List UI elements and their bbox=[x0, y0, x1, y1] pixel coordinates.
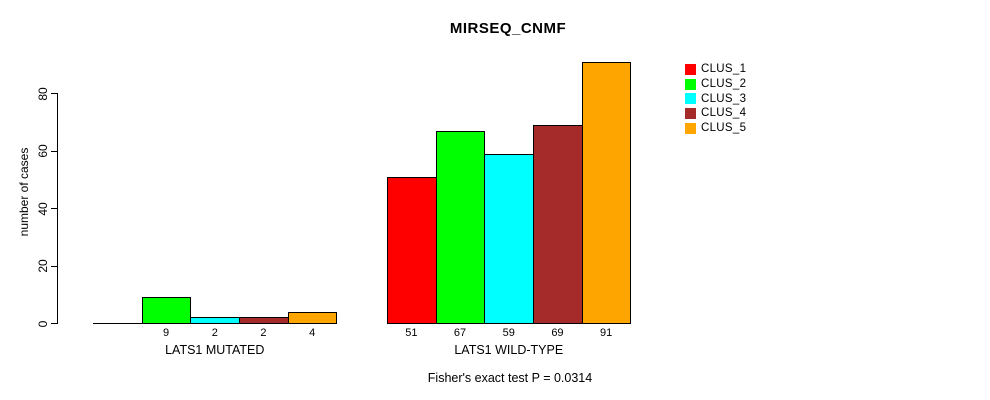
bar-clus_4-mutated bbox=[239, 317, 289, 324]
legend-swatch-icon bbox=[685, 78, 696, 90]
bar-value-label: 67 bbox=[453, 327, 467, 339]
legend-item-clus_3: CLUS_3 bbox=[685, 91, 746, 106]
legend-item-clus_2: CLUS_2 bbox=[685, 77, 746, 92]
y-tick-label: 60 bbox=[36, 144, 50, 158]
legend-label: CLUS_3 bbox=[701, 92, 747, 105]
legend-item-clus_5: CLUS_5 bbox=[685, 121, 746, 136]
legend-label: CLUS_4 bbox=[701, 107, 747, 120]
y-tick bbox=[51, 323, 57, 324]
bar-clus_2-mutated bbox=[141, 297, 192, 324]
legend: CLUS_1 CLUS_2 CLUS_3 CLUS_4 CLUS_5 bbox=[685, 62, 746, 135]
bar-clus_1-zero bbox=[93, 323, 143, 324]
y-tick bbox=[51, 265, 57, 267]
bar-clus_3-wildtype bbox=[484, 154, 535, 324]
bar-clus_4-wildtype bbox=[533, 125, 583, 324]
legend-swatch-icon bbox=[685, 122, 696, 134]
y-tick-label: 40 bbox=[36, 202, 50, 216]
group-label-mutated: LATS1 MUTATED bbox=[165, 343, 265, 357]
legend-item-clus_1: CLUS_1 bbox=[685, 62, 746, 77]
y-tick-label: 20 bbox=[36, 259, 50, 273]
group-label-wildtype: LATS1 WILD-TYPE bbox=[454, 343, 564, 357]
y-tick bbox=[51, 93, 57, 95]
bar-clus_1-wildtype bbox=[387, 177, 437, 324]
bar-clus_3-mutated bbox=[190, 317, 241, 324]
bar-clus_2-wildtype bbox=[435, 131, 486, 324]
legend-item-clus_4: CLUS_4 bbox=[685, 106, 746, 121]
legend-swatch-icon bbox=[685, 107, 696, 119]
bar-value-label: 9 bbox=[162, 327, 170, 339]
legend-swatch-icon bbox=[685, 63, 696, 75]
legend-swatch-icon bbox=[685, 93, 696, 105]
y-tick-label: 80 bbox=[36, 87, 50, 101]
y-axis-line bbox=[57, 93, 58, 324]
bar-value-label: 2 bbox=[211, 327, 218, 339]
bar-value-label: 2 bbox=[260, 327, 267, 339]
bar-value-label: 91 bbox=[600, 327, 613, 339]
bar-value-label: 69 bbox=[551, 327, 564, 339]
bar-value-label: 51 bbox=[405, 327, 418, 339]
bar-clus_5-mutated bbox=[287, 312, 338, 324]
y-tick bbox=[51, 208, 57, 210]
legend-label: CLUS_2 bbox=[701, 78, 747, 91]
y-tick-label: 0 bbox=[36, 320, 50, 327]
legend-label: CLUS_5 bbox=[701, 122, 747, 135]
y-tick bbox=[51, 150, 57, 152]
chart-title: MIRSEQ_CNMF bbox=[449, 20, 567, 37]
legend-label: CLUS_1 bbox=[701, 63, 747, 76]
bar-value-label: 4 bbox=[309, 327, 316, 339]
bar-clus_5-wildtype bbox=[581, 62, 632, 324]
annotation-fisher-test: Fisher's exact test P = 0.0314 bbox=[427, 371, 593, 385]
bar-value-label: 59 bbox=[502, 327, 515, 339]
y-axis-title: number of cases bbox=[17, 147, 31, 237]
